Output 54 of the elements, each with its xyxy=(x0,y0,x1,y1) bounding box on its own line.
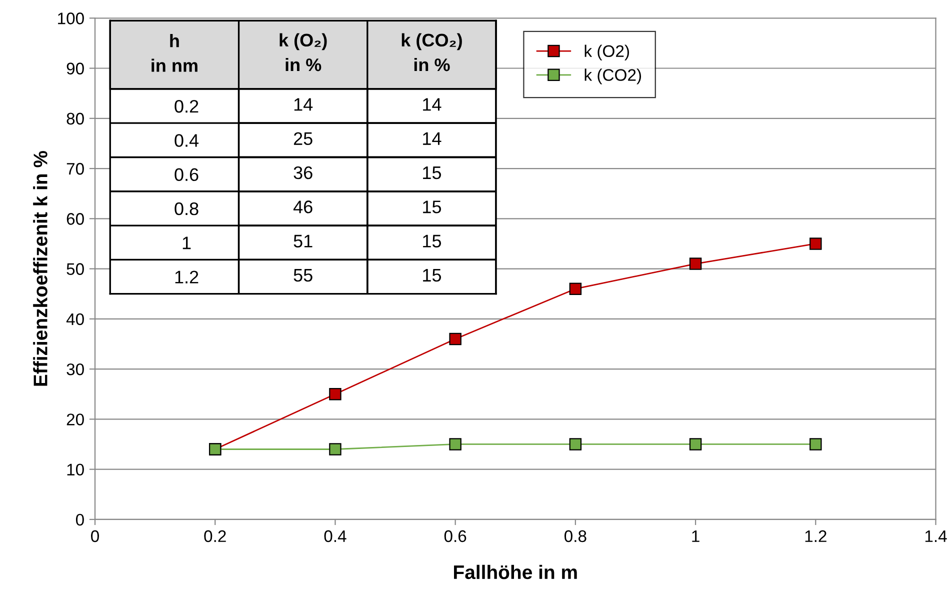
y-tick-label: 10 xyxy=(67,464,84,476)
y-tick-label: 0 xyxy=(76,514,84,526)
point xyxy=(810,238,822,250)
y-tick-label: 1.2 xyxy=(175,270,198,284)
point xyxy=(449,438,462,450)
y-tick-label: 60 xyxy=(66,213,84,225)
x-tick-label: 1 xyxy=(692,530,700,542)
legend-label: k (CO2) xyxy=(584,68,642,84)
y-axis-title: h in nm xyxy=(152,34,198,72)
x-tick-label: 0.8 xyxy=(564,530,586,542)
x-tick-label: 1.4 xyxy=(925,530,947,542)
data-label: 25 xyxy=(294,132,312,146)
y-axis-title: Effizienzkoeffizenit k in % xyxy=(33,150,48,386)
x-axis-title: Fallhöhe in m xyxy=(454,564,577,580)
y-tick-label: 80 xyxy=(66,112,84,125)
y-tick-label: 0.4 xyxy=(174,134,199,147)
data-label: 36 xyxy=(294,166,312,180)
x-tick-label: k (CO₂) in % xyxy=(402,33,462,72)
data-label: 15 xyxy=(423,269,442,282)
data-label: 14 xyxy=(423,98,442,111)
y-tick-label: 20 xyxy=(66,414,84,426)
legend-label: k (O2) xyxy=(584,44,629,60)
x-tick-label: 1.2 xyxy=(805,530,826,542)
x-tick-label: 0.4 xyxy=(324,530,346,542)
x-tick-label: 0.2 xyxy=(204,530,226,542)
y-tick-label: 100 xyxy=(58,12,84,24)
y-tick-label: 30 xyxy=(66,363,84,376)
x-tick-label: k (O₂) in % xyxy=(280,33,327,72)
y-tick-label: 0.6 xyxy=(174,168,198,182)
data-label: 14 xyxy=(423,132,442,145)
data-label: 46 xyxy=(293,200,312,214)
x-tick-label: 0 xyxy=(91,530,99,542)
point xyxy=(810,438,822,450)
point xyxy=(329,388,342,400)
point xyxy=(569,438,582,450)
data-label: 15 xyxy=(423,234,442,248)
data-label: 51 xyxy=(294,234,312,248)
y-tick-label: 40 xyxy=(66,313,84,326)
data-label: 14 xyxy=(294,98,313,111)
y-tick-label: 1 xyxy=(182,236,191,250)
point xyxy=(689,258,702,270)
y-tick-label: 0.2 xyxy=(174,100,198,113)
point xyxy=(689,438,702,450)
y-tick-label: 50 xyxy=(66,263,84,275)
data-label: 15 xyxy=(423,166,442,180)
y-tick-label: 0.8 xyxy=(174,202,198,216)
point xyxy=(569,282,582,295)
y-tick-label: 90 xyxy=(66,62,84,74)
point xyxy=(449,332,462,346)
x-tick-label: 0.6 xyxy=(444,530,466,542)
point xyxy=(329,443,342,456)
y-tick-label: 70 xyxy=(66,162,84,175)
data-label: 15 xyxy=(423,200,442,214)
data-label: 55 xyxy=(294,269,312,282)
